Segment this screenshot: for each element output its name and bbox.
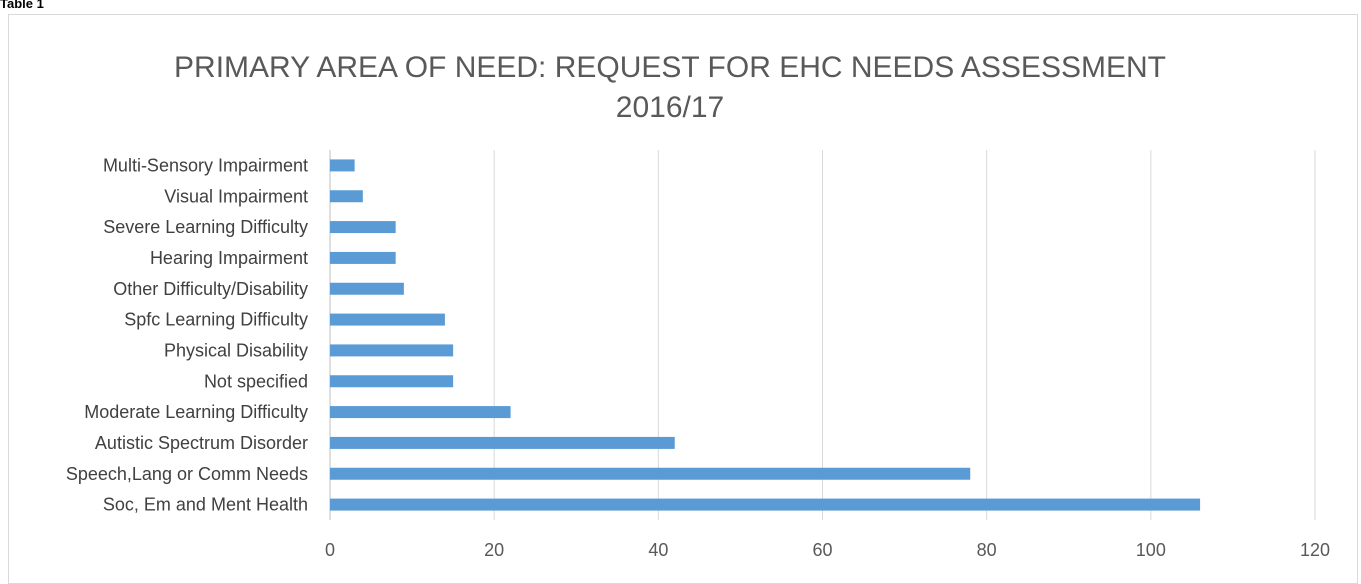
category-label: Spfc Learning Difficulty [124,310,308,330]
bar [330,282,404,295]
x-tick-label: 120 [1300,540,1330,560]
category-label: Physical Disability [164,340,308,360]
category-label: Visual Impairment [164,186,308,206]
bar-chart: PRIMARY AREA OF NEED: REQUEST FOR EHC NE… [66,51,1330,560]
chart-frame [8,14,1358,584]
x-tick-label: 40 [648,540,668,560]
category-label: Other Difficulty/Disability [113,279,308,299]
bar [330,344,454,357]
x-tick-label: 80 [977,540,997,560]
chart-title-line-1: PRIMARY AREA OF NEED: REQUEST FOR EHC NE… [174,51,1166,84]
bar [330,221,396,234]
bar [330,406,511,419]
bar [330,313,445,326]
bar [330,375,454,388]
x-tick-label: 0 [325,540,335,560]
category-label: Moderate Learning Difficulty [84,402,308,422]
chart-title-line-2: 2016/17 [616,91,724,124]
category-label: Multi-Sensory Impairment [103,155,308,175]
bars [330,159,1201,511]
category-label: Soc, Em and Ment Health [103,495,308,515]
category-label: Not specified [204,371,308,391]
bar [330,436,675,449]
x-tick-label: 100 [1136,540,1166,560]
x-tick-labels: 0 20 40 60 80 100 120 [325,540,1330,560]
bar [330,159,355,172]
x-tick-label: 60 [812,540,832,560]
category-label: Speech,Lang or Comm Needs [66,464,308,484]
x-tick-label: 20 [484,540,504,560]
category-label: Autistic Spectrum Disorder [95,433,308,453]
category-labels: Multi-Sensory Impairment Visual Impairmen… [66,155,308,514]
category-label: Hearing Impairment [150,248,308,268]
bar [330,251,396,264]
bar [330,467,971,480]
gridlines [329,150,1316,520]
bar [330,498,1201,511]
table-caption: Table 1 [0,0,44,11]
bar [330,190,363,203]
category-label: Severe Learning Difficulty [103,217,308,237]
